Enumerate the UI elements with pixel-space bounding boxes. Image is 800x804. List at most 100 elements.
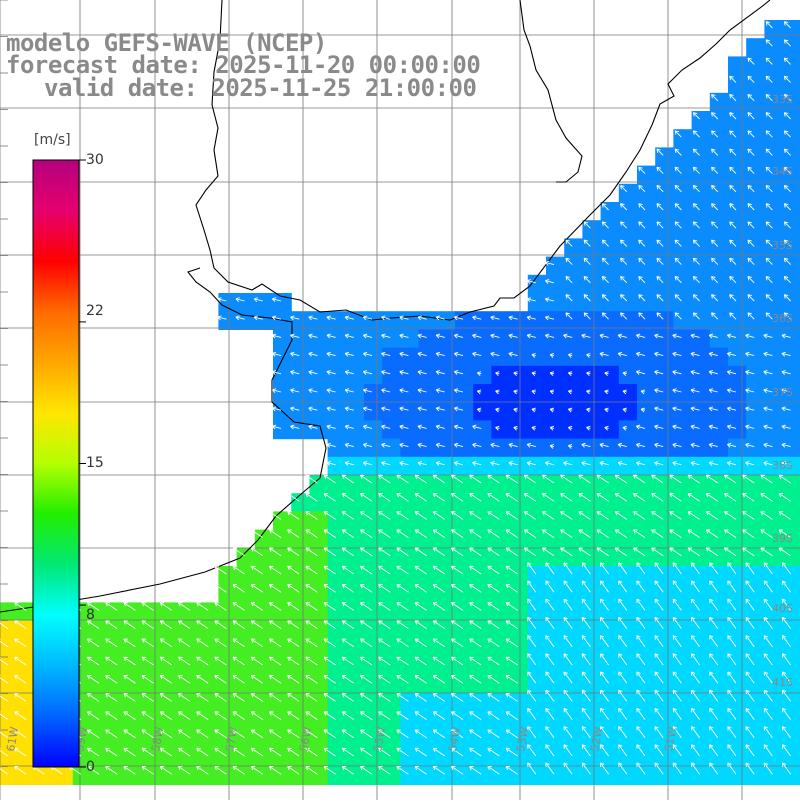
wind-cell [418, 402, 438, 421]
wind-arrow [476, 371, 482, 377]
wind-arrow [323, 729, 336, 739]
wind-cell [400, 602, 420, 622]
wind-arrow [469, 729, 482, 739]
wind-arrow [381, 424, 391, 430]
wind-arrow [565, 239, 573, 247]
wind-arrow [308, 315, 318, 321]
wind-cell [546, 438, 565, 458]
wind-arrow [742, 511, 755, 520]
wind-arrow [781, 370, 791, 375]
wind-cell [673, 657, 693, 676]
wind-arrow [341, 674, 355, 684]
wind-cell [382, 456, 401, 476]
wind-arrow [526, 442, 536, 448]
wind-cell [218, 675, 238, 694]
wind-cell [327, 402, 347, 421]
wind-cell [782, 766, 800, 785]
wind-cell [400, 493, 420, 512]
wind-cell [273, 711, 292, 731]
wind-cell [509, 384, 529, 403]
wind-arrow [635, 461, 646, 466]
wind-arrow [414, 711, 427, 720]
wind-arrow [177, 747, 191, 757]
wind-cell [418, 475, 438, 494]
wind-arrow [567, 371, 573, 377]
wind-cell [455, 638, 474, 658]
wind-arrow [581, 726, 591, 739]
wind-arrow [745, 406, 755, 412]
wind-cell [473, 620, 492, 640]
wind-arrow [323, 547, 336, 557]
wind-cell [18, 766, 37, 785]
wind-cell [655, 584, 674, 603]
wind-arrow [708, 461, 718, 466]
wind-arrow [323, 583, 336, 593]
wind-arrow [0, 693, 9, 702]
wind-cell [600, 329, 620, 349]
wind-arrow [745, 744, 755, 757]
wind-arrow [341, 620, 355, 629]
wind-cell [345, 365, 365, 385]
wind-cell [546, 384, 565, 403]
wind-arrow [232, 747, 245, 757]
wind-cell [655, 711, 674, 731]
wind-cell [564, 347, 583, 367]
wind-cell [200, 729, 219, 749]
wind-arrow [232, 729, 245, 739]
wind-arrow [527, 744, 537, 757]
wind-arrow [287, 693, 300, 702]
wind-cell [509, 493, 529, 512]
wind-cell [600, 693, 620, 713]
colorbar-tick-0: 0 [86, 759, 95, 775]
wind-arrow [541, 511, 555, 520]
wind-cell [254, 657, 274, 676]
wind-arrow [308, 388, 318, 394]
wind-cell [673, 529, 693, 549]
wind-arrow [414, 765, 427, 775]
wind-arrow [742, 547, 755, 557]
wind-cell [527, 584, 547, 603]
wind-arrow [0, 766, 9, 775]
wind-cell [382, 311, 401, 330]
wind-arrow [783, 130, 791, 138]
wind-cell [509, 329, 529, 349]
wind-arrow [250, 729, 264, 739]
wind-arrow [341, 511, 355, 520]
colorbar-tick-15: 15 [86, 455, 104, 471]
wind-arrow [687, 474, 700, 484]
wind-arrow [705, 474, 719, 484]
wind-arrow [323, 638, 336, 648]
wind-arrow [527, 726, 537, 739]
wind-cell [382, 384, 401, 403]
wind-cell [618, 402, 638, 421]
wind-cell [746, 493, 765, 512]
wind-cell [782, 493, 800, 512]
wind-arrow [711, 112, 719, 120]
wind-cell [218, 693, 238, 713]
wind-arrow [638, 312, 646, 320]
wind-arrow [159, 638, 173, 648]
wind-cell [691, 511, 711, 531]
wind-cell [491, 511, 511, 531]
wind-cell [618, 748, 638, 767]
wind-arrow [692, 130, 700, 138]
wind-arrow [674, 312, 682, 320]
wind-cell [382, 529, 401, 549]
wind-arrow [450, 656, 464, 666]
wind-arrow [287, 729, 300, 739]
wind-cell [382, 420, 401, 440]
wind-cell [564, 365, 583, 385]
wind-arrow [783, 148, 791, 156]
wind-cell [309, 729, 329, 749]
wind-cell [546, 274, 565, 294]
wind-cell [382, 438, 401, 458]
wind-arrow [747, 112, 755, 120]
wind-arrow [290, 370, 300, 375]
wind-arrow [583, 312, 591, 320]
wind-cell [546, 420, 565, 440]
wind-cell [254, 675, 274, 694]
wind-cell [273, 547, 292, 567]
wind-cell [546, 511, 565, 531]
wind-cell [637, 329, 656, 349]
wind-arrow [763, 635, 773, 648]
